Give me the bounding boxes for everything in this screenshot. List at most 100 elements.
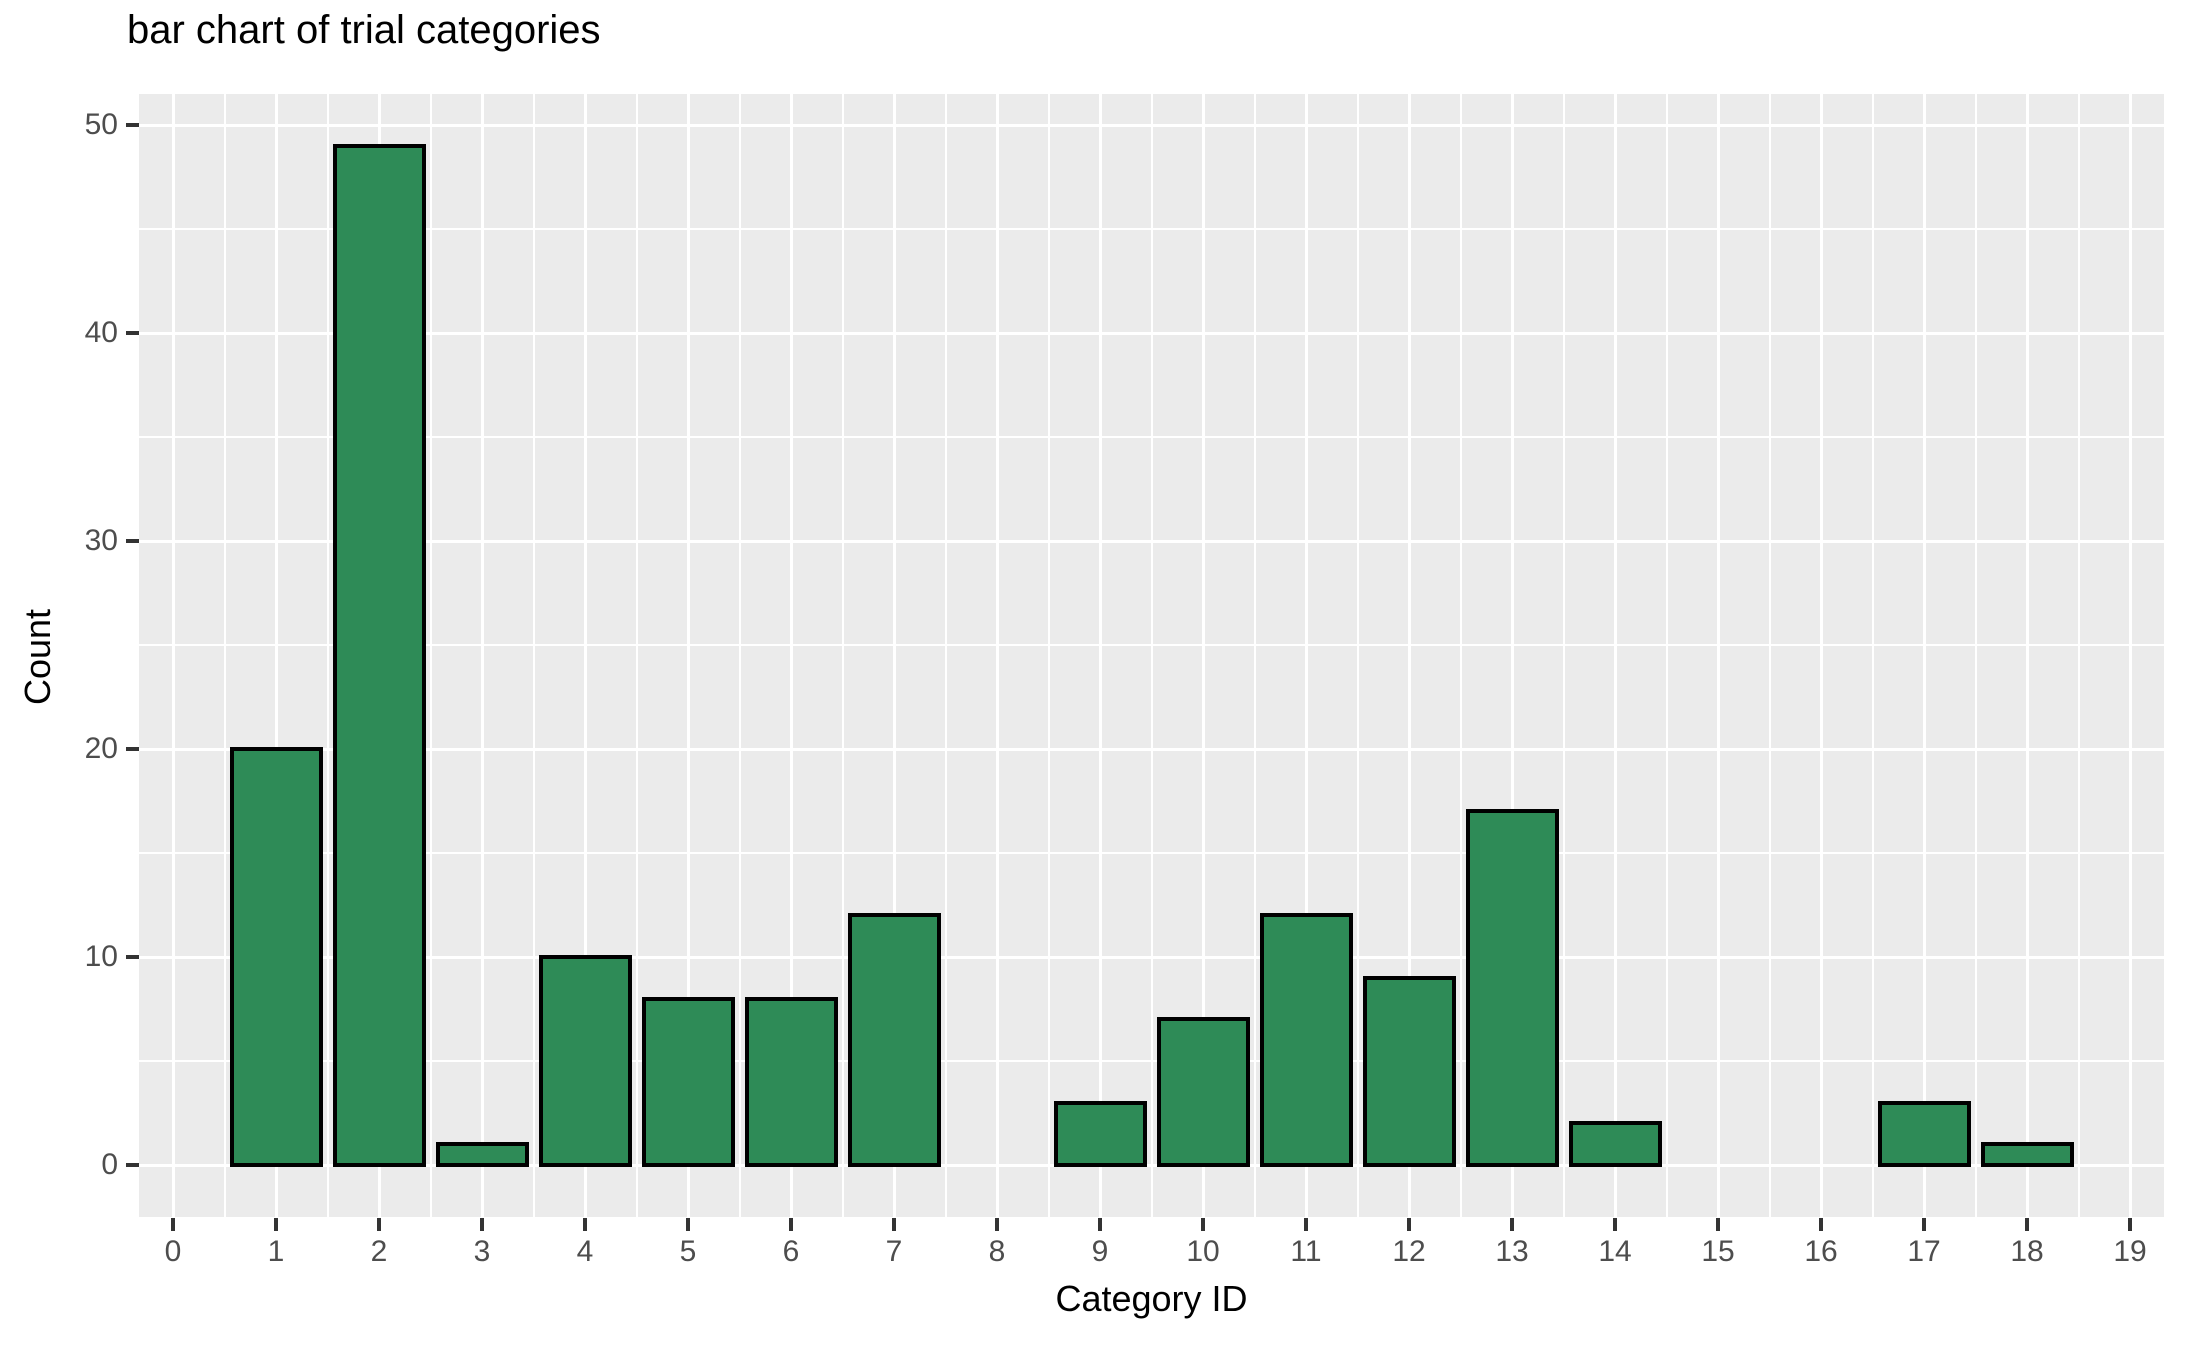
x-tick-label: 17: [1907, 1235, 1941, 1268]
bar-category-7: [847, 913, 941, 1167]
bar-category-11: [1259, 913, 1353, 1167]
gridline-major-vertical: [1407, 94, 1411, 1217]
x-tick-label: 8: [988, 1235, 1006, 1268]
y-tick-mark: [126, 539, 139, 543]
gridline-minor-vertical: [1665, 94, 1668, 1217]
gridline-minor-vertical: [1768, 94, 1771, 1217]
x-tick-label: 7: [885, 1235, 903, 1268]
gridline-minor-vertical: [532, 94, 535, 1217]
gridline-minor-vertical: [1047, 94, 1050, 1217]
x-tick-mark: [1716, 1218, 1720, 1231]
y-tick-mark: [126, 747, 139, 751]
gridline-major-vertical: [1201, 94, 1205, 1217]
x-tick-mark: [1098, 1218, 1102, 1231]
x-tick-label: 6: [782, 1235, 800, 1268]
gridline-major-vertical: [1304, 94, 1308, 1217]
x-tick-label: 11: [1290, 1235, 1322, 1268]
x-tick-label: 18: [2010, 1235, 2044, 1268]
x-tick-label: 15: [1701, 1235, 1735, 1268]
gridline-minor-vertical: [1459, 94, 1462, 1217]
gridline-minor-vertical: [1871, 94, 1874, 1217]
x-tick-mark: [274, 1218, 278, 1231]
gridline-major-horizontal: [139, 1163, 2164, 1167]
x-tick-mark: [583, 1218, 587, 1231]
x-tick-mark: [686, 1218, 690, 1231]
bar-category-4: [538, 955, 632, 1167]
bar-category-1: [229, 747, 323, 1167]
x-tick-mark: [2128, 1218, 2132, 1231]
gridline-minor-vertical: [326, 94, 329, 1217]
x-tick-label: 0: [164, 1235, 182, 1268]
y-tick-label: 40: [84, 316, 118, 349]
x-tick-mark: [995, 1218, 999, 1231]
bar-category-5: [641, 996, 735, 1167]
y-tick-label: 30: [84, 524, 118, 557]
y-tick-mark: [126, 123, 139, 127]
gridline-minor-vertical: [1253, 94, 1256, 1217]
x-tick-mark: [1819, 1218, 1823, 1231]
gridline-major-vertical: [2025, 94, 2029, 1217]
y-tick-label: 10: [84, 940, 118, 973]
x-tick-label: 2: [370, 1235, 388, 1268]
x-tick-label: 14: [1598, 1235, 1632, 1268]
y-tick-mark: [126, 331, 139, 335]
y-tick-label: 50: [84, 108, 118, 141]
gridline-minor-vertical: [635, 94, 638, 1217]
chart-title: bar chart of trial categories: [127, 8, 601, 52]
gridline-major-vertical: [274, 94, 278, 1217]
x-tick-mark: [480, 1218, 484, 1231]
gridline-major-vertical: [583, 94, 587, 1217]
x-tick-label: 13: [1495, 1235, 1529, 1268]
gridline-major-vertical: [2128, 94, 2132, 1217]
y-tick-label: 20: [84, 732, 118, 765]
bar-category-6: [744, 996, 838, 1167]
x-tick-mark: [377, 1218, 381, 1231]
gridline-major-vertical: [1716, 94, 1720, 1217]
gridline-minor-vertical: [1974, 94, 1977, 1217]
x-tick-label: 12: [1392, 1235, 1426, 1268]
gridline-major-vertical: [892, 94, 896, 1217]
bar-category-9: [1053, 1100, 1147, 1167]
bar-category-13: [1465, 809, 1559, 1167]
gridline-major-vertical: [789, 94, 793, 1217]
gridline-major-vertical: [171, 94, 175, 1217]
x-tick-mark: [892, 1218, 896, 1231]
gridline-major-horizontal: [139, 123, 2164, 127]
gridline-major-horizontal: [139, 331, 2164, 335]
gridline-minor-vertical: [841, 94, 844, 1217]
x-axis-title: Category ID: [1055, 1278, 1248, 1319]
x-tick-mark: [1510, 1218, 1514, 1231]
gridline-minor-vertical: [429, 94, 432, 1217]
bar-category-3: [435, 1142, 529, 1167]
x-tick-label: 19: [2113, 1235, 2147, 1268]
x-tick-mark: [1613, 1218, 1617, 1231]
x-tick-label: 3: [473, 1235, 491, 1268]
bar-category-18: [1980, 1142, 2074, 1167]
bar-category-17: [1877, 1100, 1971, 1167]
x-tick-mark: [1201, 1218, 1205, 1231]
gridline-major-vertical: [1510, 94, 1514, 1217]
gridline-minor-vertical: [1150, 94, 1153, 1217]
gridline-minor-vertical: [1356, 94, 1359, 1217]
gridline-minor-vertical: [738, 94, 741, 1217]
x-tick-label: 5: [679, 1235, 697, 1268]
bar-category-14: [1568, 1121, 1662, 1167]
x-tick-mark: [171, 1218, 175, 1231]
x-tick-label: 16: [1804, 1235, 1838, 1268]
gridline-major-horizontal: [139, 539, 2164, 543]
x-tick-mark: [1304, 1218, 1308, 1231]
gridline-major-vertical: [1613, 94, 1617, 1217]
bar-category-2: [332, 143, 426, 1167]
y-tick-mark: [126, 955, 139, 959]
x-tick-mark: [2025, 1218, 2029, 1231]
x-tick-mark: [1407, 1218, 1411, 1231]
gridline-major-vertical: [1922, 94, 1926, 1217]
gridline-major-vertical: [480, 94, 484, 1217]
gridline-major-vertical: [1819, 94, 1823, 1217]
gridline-minor-vertical: [944, 94, 947, 1217]
y-tick-mark: [126, 1163, 139, 1167]
gridline-major-vertical: [686, 94, 690, 1217]
x-tick-label: 1: [267, 1235, 285, 1268]
gridline-major-vertical: [1098, 94, 1102, 1217]
gridline-minor-vertical: [223, 94, 226, 1217]
